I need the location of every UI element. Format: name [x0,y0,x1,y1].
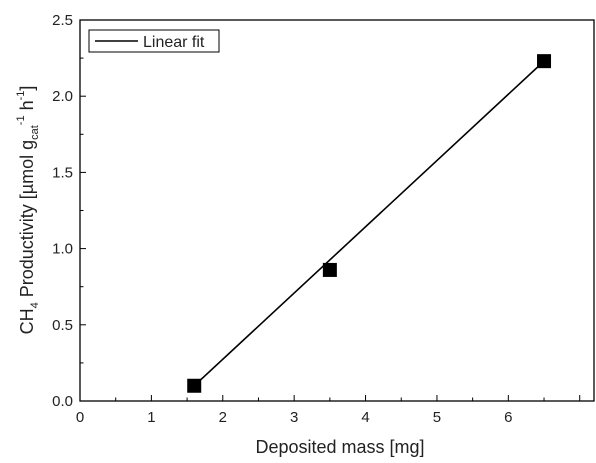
y-title-space: h [17,100,37,115]
x-tick-label: 2 [219,409,227,426]
y-tick-label: 1.5 [52,164,73,181]
legend-label-linear-fit: Linear fit [143,34,205,51]
data-point-marker [187,378,202,393]
data-point-marker [322,262,337,277]
x-tick-label: 5 [433,409,441,426]
y-tick-label: 2.0 [52,88,73,105]
y-title-prefix: CH [17,308,37,334]
x-tick-label: 0 [76,409,84,426]
y-title-sub2: cat [29,125,41,140]
x-tick-label: 4 [361,409,369,426]
y-title-sup2: -1 [15,91,27,101]
y-axis-title: CH4 Productivity [µmol gcat-1 h-1] [15,86,41,335]
y-title-sup1: -1 [15,115,27,125]
y-tick-label: 0.5 [52,317,73,334]
x-tick-labels: 0 1 2 3 4 5 6 [76,409,513,426]
linear-fit-line [193,60,545,387]
legend: Linear fit [88,29,220,53]
y-title-suffix: ] [17,86,37,91]
y-tick-label: 0.0 [52,393,73,410]
series-layer [187,54,552,393]
plot-frame [79,19,595,402]
y-title-sub1: 4 [29,302,41,308]
y-tick-label: 2.5 [52,12,73,29]
y-tick-labels: 0.0 0.5 1.0 1.5 2.0 2.5 [52,12,73,410]
x-tick-label: 3 [290,409,298,426]
data-point-marker [537,54,552,69]
x-axis-title: Deposited mass [mg] [255,437,424,457]
tick-marks [79,19,581,402]
legend-box [88,29,220,53]
y-title-middle: Productivity [µmol g [17,140,37,302]
x-tick-label: 6 [504,409,512,426]
y-tick-label: 1.0 [52,241,73,258]
x-tick-label: 1 [147,409,155,426]
